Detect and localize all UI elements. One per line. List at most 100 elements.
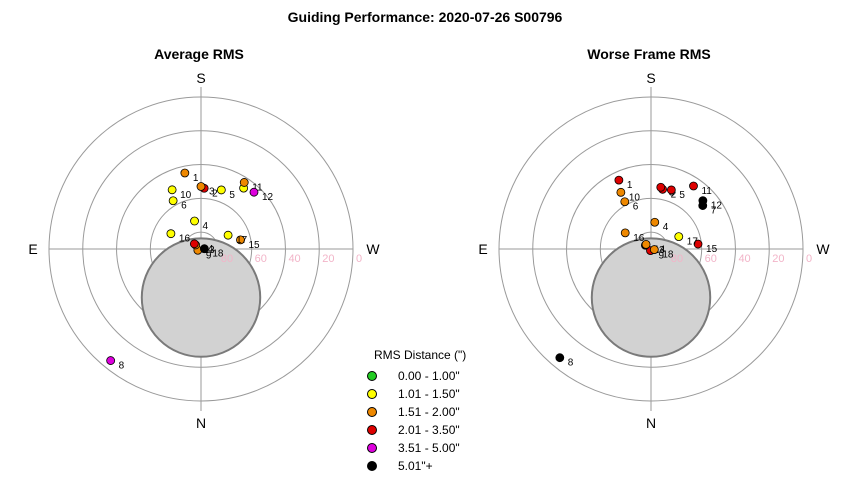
data-point-label: 1 <box>193 173 199 184</box>
data-point <box>649 245 659 254</box>
data-point <box>239 178 249 187</box>
data-point <box>641 239 651 249</box>
data-point-label: 18 <box>662 250 674 261</box>
legend-item: 5.01"+ <box>366 457 516 475</box>
data-point <box>693 239 703 249</box>
data-point-label: 5 <box>229 190 235 201</box>
zenith-exclusion-zone <box>140 237 262 358</box>
data-point <box>689 181 698 191</box>
altitude-tick-label: 80 <box>221 253 233 265</box>
data-point <box>674 232 684 242</box>
data-point <box>616 187 626 197</box>
data-point-label: 9 <box>206 250 212 261</box>
legend-swatch <box>367 389 377 399</box>
data-point-label: 5 <box>679 190 685 201</box>
data-point <box>216 185 226 195</box>
chart-title: Average RMS <box>154 46 244 62</box>
data-point-label: 16 <box>179 234 191 245</box>
compass-label-bottom: N <box>646 415 656 431</box>
data-point-label: 4 <box>663 222 669 233</box>
legend-label: 3.51 - 5.00" <box>398 441 460 455</box>
legend-label: 1.01 - 1.50" <box>398 387 460 401</box>
compass-label-right: W <box>366 241 380 257</box>
legend-label: 2.01 - 3.50" <box>398 423 460 437</box>
legend-item: 2.01 - 3.50" <box>366 421 516 439</box>
legend-title: RMS Distance (") <box>374 348 467 362</box>
data-point <box>666 185 676 195</box>
altitude-tick-label: 60 <box>705 253 717 265</box>
data-point <box>656 182 666 192</box>
data-point-label: 11 <box>252 182 263 193</box>
data-point <box>223 230 233 240</box>
compass-label-left: E <box>478 241 487 257</box>
data-point-label: 18 <box>212 249 224 260</box>
polar-chart: Average RMS806040200SNEW1234567891011121… <box>28 46 380 431</box>
compass-label-bottom: N <box>196 415 206 431</box>
data-point <box>614 175 624 185</box>
data-point-label: 11 <box>701 186 712 197</box>
data-point-label: 6 <box>633 202 639 213</box>
polar-chart: Worse Frame RMS806040200SNEW123456789101… <box>478 46 830 431</box>
data-point-label: 2 <box>671 189 677 200</box>
chart-title: Worse Frame RMS <box>587 46 710 62</box>
data-point <box>620 197 630 207</box>
data-point-label: 8 <box>119 361 125 372</box>
data-point <box>180 168 190 178</box>
data-point <box>199 244 209 254</box>
data-point-label: 1 <box>627 180 633 191</box>
altitude-tick-label: 40 <box>738 253 750 265</box>
altitude-tick-label: 20 <box>772 253 784 265</box>
data-point-label: 8 <box>568 358 574 369</box>
compass-label-right: W <box>816 241 830 257</box>
data-point <box>249 187 259 197</box>
legend-swatch <box>367 371 377 381</box>
legend-label: 1.51 - 2.00" <box>398 405 460 419</box>
compass-label-top: S <box>646 70 655 86</box>
data-point-label: 3 <box>209 187 215 198</box>
legend-swatch <box>367 443 377 453</box>
data-point-label: 2 <box>212 188 218 199</box>
altitude-tick-label: 0 <box>806 253 812 265</box>
data-point <box>555 353 565 363</box>
altitude-tick-label: 20 <box>322 253 334 265</box>
legend-item: 0.00 - 1.00" <box>366 367 516 385</box>
legend-item: 1.01 - 1.50" <box>366 385 516 403</box>
data-point <box>190 216 199 226</box>
data-point-label: 17 <box>236 235 248 246</box>
data-point-label: 13 <box>653 245 665 256</box>
data-point-label: 7 <box>711 206 717 217</box>
data-point-label: 4 <box>203 221 209 232</box>
data-point-label: 12 <box>262 192 274 203</box>
data-point <box>168 196 178 206</box>
data-point <box>166 229 176 239</box>
altitude-tick-label: 0 <box>356 253 362 265</box>
data-point <box>196 182 206 191</box>
data-point-label: 9 <box>659 251 665 262</box>
data-point-label: 13 <box>204 245 216 256</box>
legend-label: 0.00 - 1.00" <box>398 369 460 383</box>
altitude-tick-label: 60 <box>255 253 267 265</box>
data-point <box>236 235 245 245</box>
data-point-label: 10 <box>629 192 641 203</box>
data-point-label: 15 <box>706 244 718 255</box>
data-point-label: 10 <box>180 190 192 201</box>
data-point-label: 12 <box>711 201 723 212</box>
legend: RMS Distance (") 0.00 - 1.00" 1.01 - 1.5… <box>366 348 516 475</box>
data-point <box>698 196 708 206</box>
data-point-label: 6 <box>181 201 187 212</box>
legend-item: 3.51 - 5.00" <box>366 439 516 457</box>
legend-item: 1.51 - 2.00" <box>366 403 516 421</box>
compass-label-left: E <box>28 241 37 257</box>
compass-label-top: S <box>196 70 205 86</box>
data-point <box>189 239 199 249</box>
altitude-tick-label: 40 <box>288 253 300 265</box>
legend-swatch <box>367 461 377 471</box>
altitude-tick-label: 80 <box>671 253 683 265</box>
zenith-exclusion-zone <box>590 237 712 358</box>
legend-label: 5.01"+ <box>398 459 433 473</box>
data-point <box>620 228 630 238</box>
data-point-label: 16 <box>633 233 645 244</box>
data-point-label: 14 <box>654 244 666 255</box>
page-title: Guiding Performance: 2020-07-26 S00796 <box>287 9 563 25</box>
